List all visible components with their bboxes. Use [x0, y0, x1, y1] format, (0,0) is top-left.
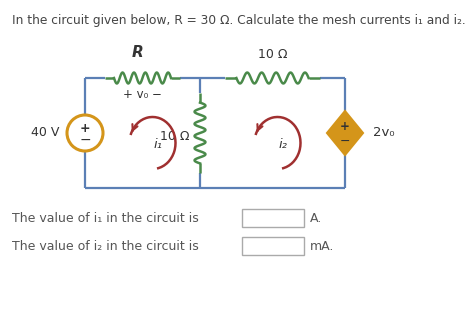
- Polygon shape: [327, 111, 363, 155]
- Text: −: −: [340, 134, 350, 148]
- Text: The value of i₂ in the circuit is: The value of i₂ in the circuit is: [12, 240, 199, 252]
- Text: The value of i₁ in the circuit is: The value of i₁ in the circuit is: [12, 212, 199, 225]
- Text: 40 V: 40 V: [31, 126, 59, 139]
- Text: i₂: i₂: [279, 139, 288, 152]
- FancyBboxPatch shape: [242, 209, 304, 227]
- Text: A.: A.: [310, 212, 322, 225]
- Text: 10 Ω: 10 Ω: [161, 130, 190, 144]
- FancyBboxPatch shape: [242, 237, 304, 255]
- Text: + v₀ −: + v₀ −: [123, 87, 162, 100]
- Text: In the circuit given below, R = 30 Ω. Calculate the mesh currents i₁ and i₂.: In the circuit given below, R = 30 Ω. Ca…: [12, 14, 466, 27]
- Text: +: +: [80, 121, 91, 134]
- Text: R: R: [132, 45, 143, 60]
- Text: 10 Ω: 10 Ω: [258, 48, 287, 61]
- Text: mA.: mA.: [310, 240, 334, 252]
- Text: +: +: [340, 120, 350, 134]
- Text: −: −: [79, 133, 91, 147]
- Text: 2v₀: 2v₀: [373, 126, 395, 139]
- Text: i₁: i₁: [154, 139, 163, 152]
